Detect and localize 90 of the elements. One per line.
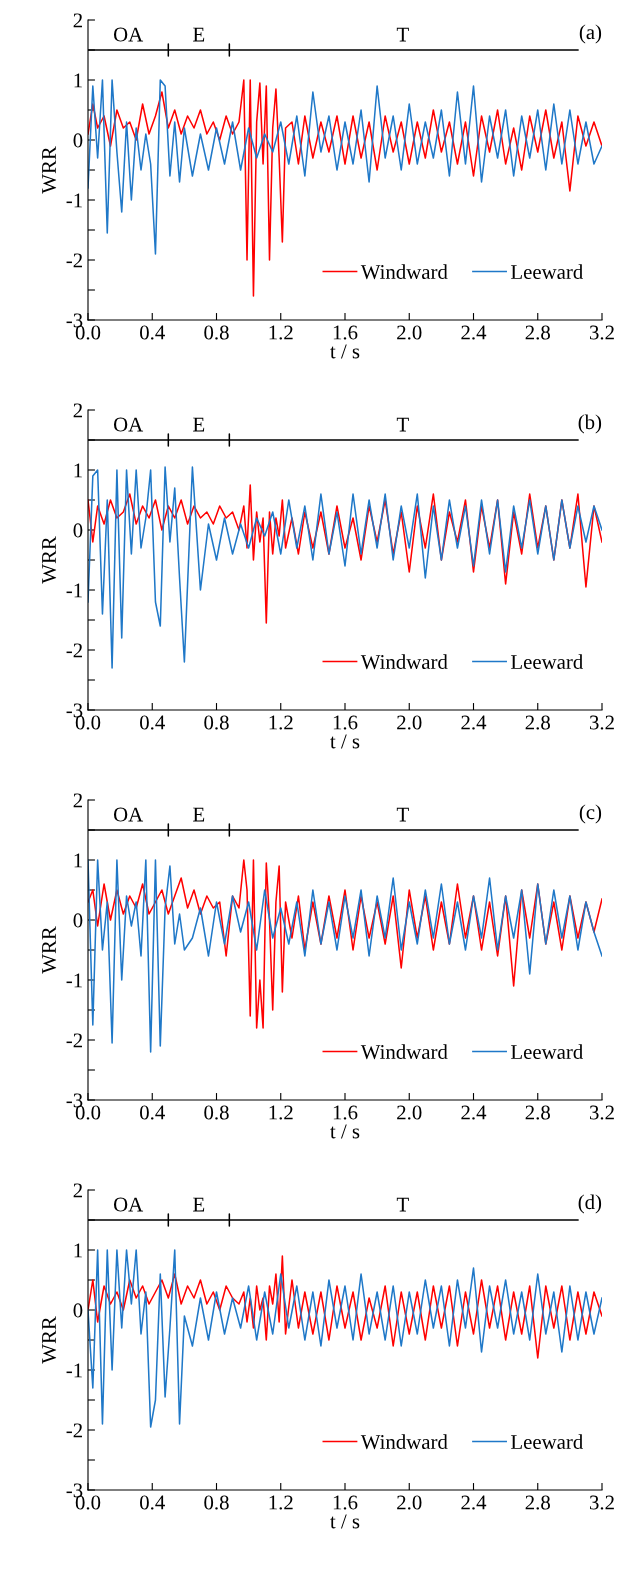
legend-label: Leeward [510, 654, 583, 670]
x-tick-label: 0.4 [140, 325, 165, 340]
annotation: E [193, 417, 205, 432]
annotation: OA [113, 27, 144, 42]
legend-label: Leeward [510, 264, 583, 280]
x-tick-label: 2.0 [397, 1495, 422, 1510]
x-tick-label: 2.0 [397, 715, 422, 730]
legend-label: Leeward [510, 1044, 583, 1060]
y-tick-label: -1 [66, 973, 82, 988]
annotation: (c) [579, 804, 602, 824]
legend-label: Windward [360, 1434, 448, 1450]
x-tick-label: 2.4 [461, 1495, 487, 1510]
y-tick-label: 1 [74, 73, 82, 88]
y-tick-label: -2 [66, 643, 82, 658]
x-tick-label: 0.8 [204, 325, 229, 340]
x-tick-label: 0.4 [140, 1105, 165, 1120]
y-tick-label: 2 [73, 13, 82, 28]
x-tick-label: 1.6 [333, 715, 358, 730]
y-tick-label: 2 [73, 793, 82, 808]
x-tick-label: 3.2 [589, 325, 614, 340]
y-axis-title: WRR [42, 1316, 57, 1364]
annotation: (a) [579, 24, 602, 44]
x-tick-label: 3.2 [589, 1105, 614, 1120]
x-tick-label: 0.4 [140, 715, 165, 730]
x-tick-label: 1.2 [269, 715, 293, 730]
annotation: T [396, 417, 409, 432]
y-tick-label: 1 [74, 463, 82, 478]
y-tick-label: 1 [74, 853, 82, 868]
x-tick-label: 2.4 [461, 715, 487, 730]
x-axis-title: t / s [330, 734, 360, 749]
x-axis-title: t / s [330, 344, 360, 359]
annotation: T [396, 807, 409, 822]
x-tick-label: 2.0 [397, 1105, 422, 1120]
x-tick-label: 1.6 [333, 1105, 358, 1120]
x-tick-label: 1.2 [269, 1495, 293, 1510]
x-tick-label: 0.8 [204, 1105, 229, 1120]
annotation: T [396, 1197, 409, 1212]
legend-label: Windward [360, 264, 448, 280]
y-tick-label: 2 [73, 1183, 82, 1198]
y-axis-title: WRR [42, 536, 57, 584]
annotation: OA [113, 807, 144, 822]
x-tick-label: 3.2 [589, 715, 614, 730]
y-tick-label: 0 [73, 1303, 83, 1318]
annotation: OA [113, 1197, 144, 1212]
x-axis-title: t / s [330, 1514, 360, 1529]
y-tick-label: -2 [66, 1033, 82, 1048]
y-tick-label: -2 [66, 253, 82, 268]
legend-label: Windward [360, 654, 448, 670]
legend-label: Leeward [510, 1434, 583, 1450]
x-tick-label: 1.6 [333, 1495, 358, 1510]
x-tick-label: 0.8 [204, 715, 229, 730]
x-tick-label: 2.4 [461, 1105, 487, 1120]
annotation: (b) [578, 414, 602, 434]
line-series [88, 484, 602, 624]
y-tick-label: 0 [73, 523, 83, 538]
line-series [88, 79, 602, 297]
x-axis-title: t / s [330, 1124, 360, 1139]
x-tick-label: 2.0 [397, 325, 422, 340]
x-tick-label: 2.8 [525, 1495, 550, 1510]
annotation: T [396, 27, 409, 42]
y-tick-label: 0 [73, 913, 83, 928]
annotation: E [193, 807, 205, 822]
x-tick-label: 2.8 [525, 1105, 550, 1120]
annotation: E [193, 1197, 205, 1212]
x-tick-label: 1.2 [269, 1105, 293, 1120]
annotation: OA [113, 417, 144, 432]
y-tick-label: -1 [66, 1363, 82, 1378]
y-tick-label: -1 [66, 193, 82, 208]
x-tick-label: 2.4 [461, 325, 487, 340]
legend-label: Windward [360, 1044, 448, 1060]
line-series [88, 466, 602, 669]
x-tick-label: 2.8 [525, 325, 550, 340]
y-tick-label: 1 [74, 1243, 82, 1258]
y-tick-label: 0 [73, 133, 83, 148]
y-axis-title: WRR [42, 146, 57, 194]
x-tick-label: 1.2 [269, 325, 293, 340]
line-series [88, 1249, 602, 1428]
x-tick-label: 3.2 [589, 1495, 614, 1510]
line-series [88, 1255, 602, 1359]
x-tick-label: 0.4 [140, 1495, 165, 1510]
y-tick-label: 2 [73, 403, 82, 418]
x-tick-label: 0.8 [204, 1495, 229, 1510]
annotation: E [193, 27, 205, 42]
x-tick-label: 1.6 [333, 325, 358, 340]
y-axis-title: WRR [42, 926, 57, 974]
x-tick-label: 2.8 [525, 715, 550, 730]
y-tick-label: -2 [66, 1423, 82, 1438]
line-series [88, 79, 602, 255]
y-tick-label: -1 [66, 583, 82, 598]
annotation: (d) [578, 1194, 602, 1214]
